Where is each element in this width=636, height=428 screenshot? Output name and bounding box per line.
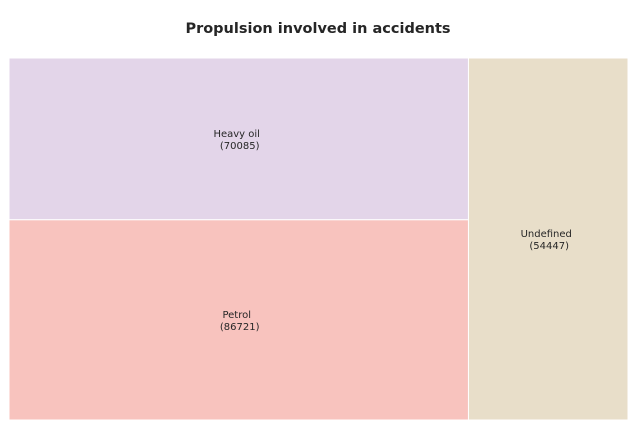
chart-title: Propulsion involved in accidents <box>185 21 451 37</box>
treemap-tile-heavy-oil: Heavy oil(70085) <box>8 57 469 221</box>
treemap-tile-undefined: Undefined(54447) <box>467 57 629 421</box>
treemap-rect-undefined <box>467 57 629 421</box>
treemap-rect-petrol <box>8 219 469 421</box>
tile-name-label: Heavy oil <box>213 129 260 140</box>
tile-name-label: Petrol <box>222 310 251 321</box>
treemap-tile-petrol: Petrol(86721) <box>8 219 469 421</box>
tile-value-label: (86721) <box>220 322 260 333</box>
tile-name-label: Undefined <box>521 229 572 240</box>
tile-value-label: (70085) <box>220 141 260 152</box>
tile-value-label: (54447) <box>529 241 569 252</box>
